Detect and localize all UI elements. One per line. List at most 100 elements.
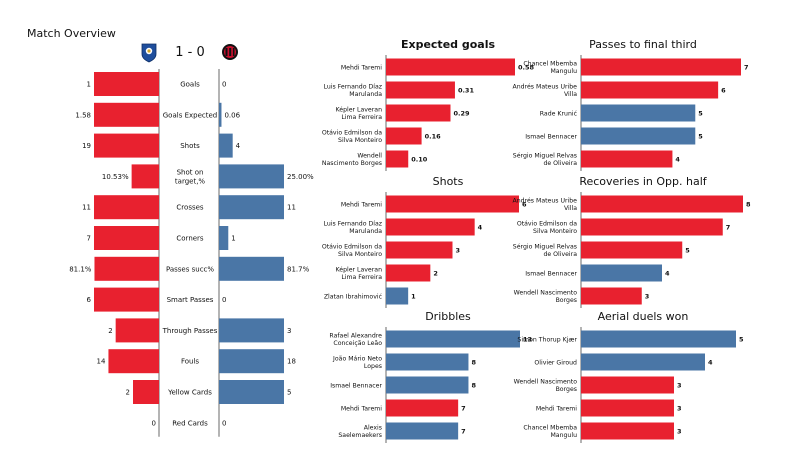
player-value: 0.31 xyxy=(458,87,475,95)
player-name: Zlatan Ibrahimović xyxy=(324,292,383,300)
player-name: Rafael Alexandre Conceição Leão xyxy=(329,333,382,348)
overview-away-bar xyxy=(219,195,284,220)
player-bar xyxy=(386,264,431,282)
player-name: Otávio Edmilson da Silva Monteiro xyxy=(517,220,577,236)
overview-away-value: 0 xyxy=(222,81,226,89)
overview-away-bar xyxy=(219,133,233,158)
player-bar xyxy=(581,218,723,236)
panel-title: Expected goals xyxy=(401,38,496,51)
milan-crest-icon xyxy=(222,44,238,60)
overview-category-label: Smart Passes xyxy=(167,296,214,304)
player-value: 0.16 xyxy=(425,133,442,141)
overview-home-value: 10.53% xyxy=(102,173,129,181)
player-value: 5 xyxy=(698,110,703,118)
overview-home-bar xyxy=(94,256,159,281)
player-panel: Recoveries in Opp. half 8 Andrés Mateus Ur… xyxy=(513,175,751,308)
player-panel: Aerial duels won 5 Simon Thorup Kjær 4 Olivi… xyxy=(514,310,744,443)
overview-home-value: 7 xyxy=(87,235,91,243)
player-value: 0.29 xyxy=(454,110,471,118)
player-value: 7 xyxy=(461,405,466,413)
player-value: 5 xyxy=(685,247,690,255)
player-panel: Shots 6 Mehdi Taremi 4 Luis Fernando Díaz Mar… xyxy=(322,175,527,308)
player-bar xyxy=(386,287,409,305)
player-name: Chancel Mbemba Mangulu xyxy=(523,425,577,440)
player-value: 8 xyxy=(471,382,476,390)
page-title: Match Overview xyxy=(27,27,116,40)
overview-away-value: 1 xyxy=(231,235,235,243)
overview-away-value: 18 xyxy=(287,358,296,366)
overview-category-label: Yellow Cards xyxy=(167,389,212,397)
player-bar xyxy=(581,104,696,122)
player-name: Wendell Nascimento Borges xyxy=(514,290,578,305)
player-bar xyxy=(386,376,469,394)
player-bar xyxy=(581,81,719,99)
player-bar xyxy=(581,353,705,371)
player-name: Mehdi Taremi xyxy=(341,201,382,208)
overview-away-bar xyxy=(219,349,284,374)
player-bar xyxy=(386,330,520,348)
overview-home-value: 1 xyxy=(87,81,91,89)
player-value: 2 xyxy=(433,270,438,278)
player-name: Luis Fernando Díaz Marulanda xyxy=(324,83,383,99)
overview-category-label: Red Cards xyxy=(172,419,208,427)
overview-home-bar xyxy=(108,349,159,374)
player-value: 4 xyxy=(665,270,670,278)
player-bar xyxy=(581,241,683,259)
player-name: Sérgio Miguel Relvas de Oliveira xyxy=(513,152,577,168)
overview-away-value: 0 xyxy=(222,419,226,427)
player-value: 8 xyxy=(746,201,751,209)
player-bar xyxy=(581,287,642,305)
overview-home-bar xyxy=(94,287,159,312)
player-value: 0.10 xyxy=(411,156,428,164)
overview-category-label: Through Passes xyxy=(162,327,218,335)
overview-category-label: Shots xyxy=(180,142,200,150)
panel-title: Dribbles xyxy=(425,310,471,323)
player-bar xyxy=(386,218,475,236)
match-overview-chart: 1 0 Goals 1.58 0.06 Goals Expected 19 4 Shots 10.… xyxy=(69,69,314,437)
player-bar xyxy=(581,376,674,394)
player-value: 4 xyxy=(478,224,483,232)
overview-home-bar xyxy=(94,195,159,220)
panel-title: Passes to final third xyxy=(589,38,697,51)
player-name: Chancel Mbemba Mangulu xyxy=(523,61,577,76)
player-bar xyxy=(581,264,662,282)
player-name: Luis Fernando Díaz Marulanda xyxy=(324,220,383,236)
overview-home-value: 6 xyxy=(87,296,92,304)
overview-away-value: 3 xyxy=(287,327,291,335)
player-value: 6 xyxy=(721,87,726,95)
overview-home-value: 1.58 xyxy=(75,111,91,119)
overview-home-value: 2 xyxy=(108,327,112,335)
player-name: Alexis Saelemaekers xyxy=(338,425,382,440)
overview-away-value: 11 xyxy=(287,204,296,212)
player-value: 13 xyxy=(523,336,532,344)
overview-category-label: Goals xyxy=(180,81,200,89)
panel-title: Recoveries in Opp. half xyxy=(579,175,707,188)
player-bar xyxy=(386,195,519,213)
player-value: 1 xyxy=(411,293,416,301)
player-name: Mehdi Taremi xyxy=(341,64,382,71)
player-bar xyxy=(386,422,459,440)
player-bar xyxy=(386,241,453,259)
player-name: Andrés Mateus Uribe Villa xyxy=(513,197,578,213)
overview-away-value: 4 xyxy=(236,142,241,150)
player-name: Ismael Bennacer xyxy=(330,382,382,389)
overview-category-label: Shot on target,% xyxy=(175,168,206,185)
player-name: Andrés Mateus Uribe Villa xyxy=(513,83,578,99)
overview-away-bar xyxy=(219,164,284,189)
player-bar xyxy=(386,81,455,99)
player-name: Képler Laveran Lima Ferreira xyxy=(336,266,383,282)
player-name: Otávio Edmilson da Silva Monteiro xyxy=(322,129,382,145)
player-bar xyxy=(581,330,736,348)
player-value: 4 xyxy=(708,359,713,367)
player-value: 3 xyxy=(677,428,682,436)
player-panel: Expected goals 0.58 Mehdi Taremi 0.31 Luis F… xyxy=(322,38,535,171)
player-name: João Mário Neto Lopes xyxy=(332,355,382,371)
player-value: 3 xyxy=(677,405,682,413)
player-name: Képler Laveran Lima Ferreira xyxy=(336,106,383,122)
overview-away-value: 81.7% xyxy=(287,265,310,273)
overview-away-bar xyxy=(219,226,229,250)
player-bar xyxy=(581,195,743,213)
overview-away-bar xyxy=(219,318,284,343)
overview-away-value: 0 xyxy=(222,296,226,304)
